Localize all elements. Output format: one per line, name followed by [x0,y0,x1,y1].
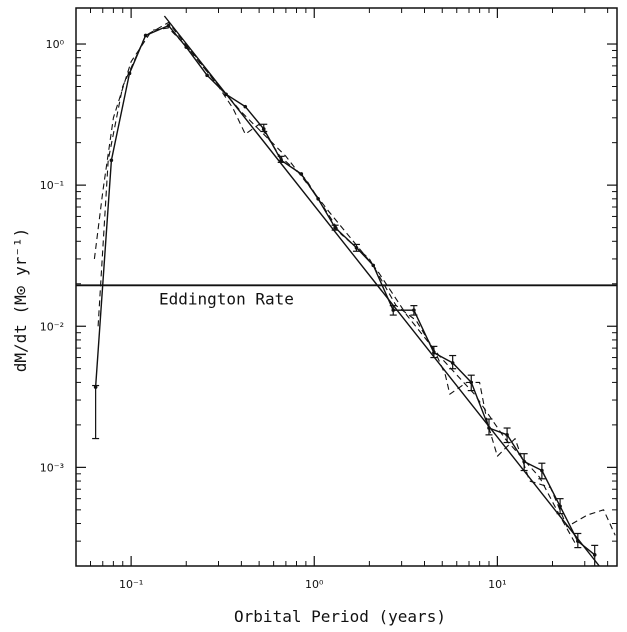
x-axis-label: Orbital Period (years) [234,607,446,626]
x-tick-label: 10¹ [488,578,506,591]
y-axis-label: dM/dt (M⊙ yr⁻¹) [11,228,30,373]
series-line-3 [94,28,615,535]
series-line-4 [98,23,576,546]
y-tick-label: 10⁻² [40,320,64,333]
y-tick-label: 10⁻³ [40,461,64,474]
data-point [167,24,171,28]
y-tick-label: 10⁻¹ [40,179,64,192]
data-point [110,158,114,162]
y-tick-label: 10⁰ [46,38,65,51]
data-point [144,34,148,38]
data-point [205,74,209,78]
data-point [243,105,247,109]
tick-layer: 10⁻¹ 10⁰ 10¹ 10⁻³ 10⁻² 10⁻¹ 10⁰ [40,8,617,591]
plot-frame [76,8,617,566]
x-tick-label: 10⁻¹ [119,578,143,591]
x-tick-label: 10⁰ [305,578,324,591]
eddington-rate-label: Eddington Rate [159,289,294,308]
